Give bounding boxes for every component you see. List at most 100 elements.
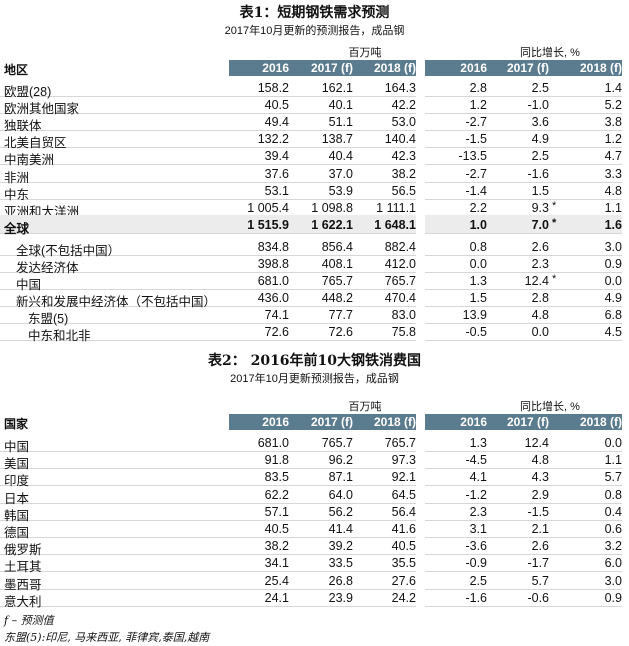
row-divider [0,323,416,325]
growth-cell: -1.0 [527,98,549,113]
column-header: 2018 (f) [373,61,416,75]
value-cell: 765.7 [321,436,353,450]
growth-cell: 0.8 [604,487,622,502]
growth-cell: 4.5 [604,325,622,340]
row-divider [425,198,622,200]
growth-cell: -1.5 [527,504,549,519]
value-cell: 138.7 [321,132,353,147]
growth-cell: 3.1 [469,522,487,536]
header-bar-growth [425,60,622,76]
growth-cell: 4.1 [469,470,487,485]
row-header-label: 地区 [4,63,29,77]
growth-cell: -4.5 [465,453,487,468]
growth-cell: 4.9 [604,291,622,306]
total-row-shade [0,214,416,234]
row-divider [425,181,622,183]
growth-cell: 12.4 [524,436,549,450]
growth-cell: -3.6 [465,539,487,554]
value-cell: 1 111.1 [376,200,416,215]
row-divider [425,232,622,234]
row-divider [425,340,622,342]
row-divider [425,537,622,538]
value-cell: 64.0 [328,487,353,502]
row-divider [425,164,622,166]
value-cell: 26.8 [328,573,353,588]
growth-cell: 3.0 [604,239,622,254]
growth-cell: 4.8 [531,453,549,468]
row-name: 新兴和发展中经济体（不包括中国） [16,295,217,310]
value-cell: 398.8 [257,257,289,271]
table-row: 中东 53.1 53.9 56.5 -1.4 1.5 4.8 [0,183,629,202]
row-divider [0,451,416,452]
column-header: 2016 [262,61,289,75]
row-divider [425,571,622,573]
row-name: 全球 [4,221,30,236]
growth-cell: 0.4 [604,504,622,519]
row-name: 日本 [4,491,30,506]
column-header: 2018 (f) [373,415,416,429]
column-header: 2016 [262,415,289,429]
row-divider [0,554,416,556]
growth-cell: 4.8 [531,308,549,323]
growth-cell: 3.0 [604,573,622,588]
row-divider [0,588,416,590]
table-row: 中国 681.0 765.7 765.7 1.3 12.4 0.0 [0,435,629,454]
table-row: 新兴和发展中经济体（不包括中国） 436.0 448.2 470.4 1.5 2.8 4.9 [0,290,629,310]
row-name: 俄罗斯 [4,543,42,558]
row-divider [425,113,622,115]
value-cell: 40.1 [328,98,353,113]
value-cell: 33.5 [328,556,353,571]
value-cell: 83.5 [264,470,289,485]
growth-cell: 3.6 [531,115,549,130]
row-divider [425,147,622,149]
value-cell: 41.6 [391,522,416,536]
growth-cell: 2.3 [469,504,487,519]
unit-label-growth: 同比增长, % [520,47,580,59]
table2-title: 表2： 2016年前10大钢铁消费国 [207,353,422,369]
growth-cell: 5.2 [604,98,622,113]
value-cell: 51.1 [328,115,353,130]
growth-cell: -0.5 [465,325,487,340]
row-name: 中国 [16,278,42,293]
growth-cell: -1.6 [527,166,549,181]
growth-cell: -0.6 [527,590,549,605]
growth-cell: 1.3 [469,436,487,450]
table1-title: 表1：短期钢铁需求预测 [239,5,390,21]
table-row: 中东和北非 72.6 72.6 75.8 -0.5 0.0 4.5 [0,324,629,343]
value-cell: 41.4 [328,522,353,536]
row-divider [425,306,622,308]
column-header: 2016 [460,61,487,75]
row-divider [0,147,416,149]
row-name: 独联体 [4,119,42,134]
table-row: 美国 91.8 96.2 97.3 -4.5 4.8 1.1 [0,452,629,471]
growth-cell: 13.9 [462,308,487,323]
value-cell: 27.6 [391,573,416,588]
row-divider [425,605,622,607]
value-cell: 40.5 [391,539,416,554]
table-row: 非洲 37.6 37.0 38.2 -2.7 -1.6 3.3 [0,166,629,185]
growth-cell: -1.7 [527,556,549,571]
row-divider [425,554,622,556]
row-name: 中国 [4,440,30,454]
growth-cell: 3.3 [604,166,622,181]
value-cell: 53.0 [391,115,416,130]
header-bar-growth [425,414,622,430]
column-header: 2017 (f) [506,61,549,75]
value-cell: 74.1 [264,308,289,323]
value-cell: 42.3 [391,149,416,164]
value-cell: 436.0 [257,291,289,306]
row-name: 墨西哥 [4,577,42,592]
value-cell: 34.1 [264,556,289,571]
value-cell: 1 622.1 [311,217,353,232]
value-cell: 75.8 [391,325,416,340]
column-header: 2017 (f) [506,415,549,429]
growth-cell: 2.5 [469,573,487,588]
growth-cell: -0.9 [465,556,487,571]
value-cell: 38.2 [264,539,289,554]
growth-cell: 0.0 [604,436,622,450]
row-name: 欧洲其他国家 [4,102,80,117]
growth-cell: 2.3 [531,257,549,271]
column-header: 2017 (f) [310,415,353,429]
value-cell: 56.5 [391,183,416,198]
